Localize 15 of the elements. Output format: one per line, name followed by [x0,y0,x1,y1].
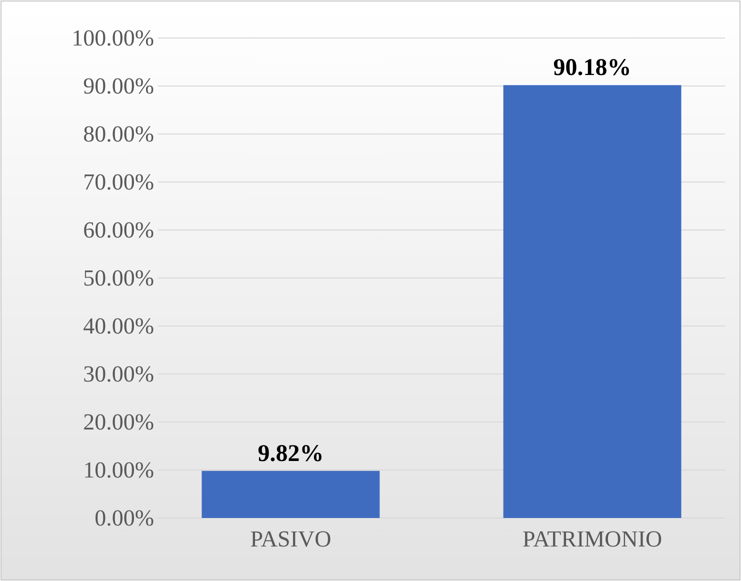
x-tick-label: PASIVO [250,526,332,552]
y-tick-label: 30.00% [83,361,154,386]
data-label: 90.18% [553,55,632,82]
y-tick-label: 70.00% [83,169,154,194]
y-tick-label: 80.00% [83,121,154,146]
y-tick-label: 60.00% [83,217,154,242]
y-tick-label: 40.00% [83,313,154,338]
y-tick-label: 10.00% [83,457,154,482]
data-label: 9.82% [258,440,324,467]
y-tick-label: 100.00% [72,25,154,50]
y-tick-label: 20.00% [83,409,154,434]
y-tick-label: 50.00% [83,265,154,290]
y-tick-label: 0.00% [94,505,154,530]
y-tick-label: 90.00% [83,73,154,98]
x-tick-label: PATRIMONIO [522,526,662,552]
